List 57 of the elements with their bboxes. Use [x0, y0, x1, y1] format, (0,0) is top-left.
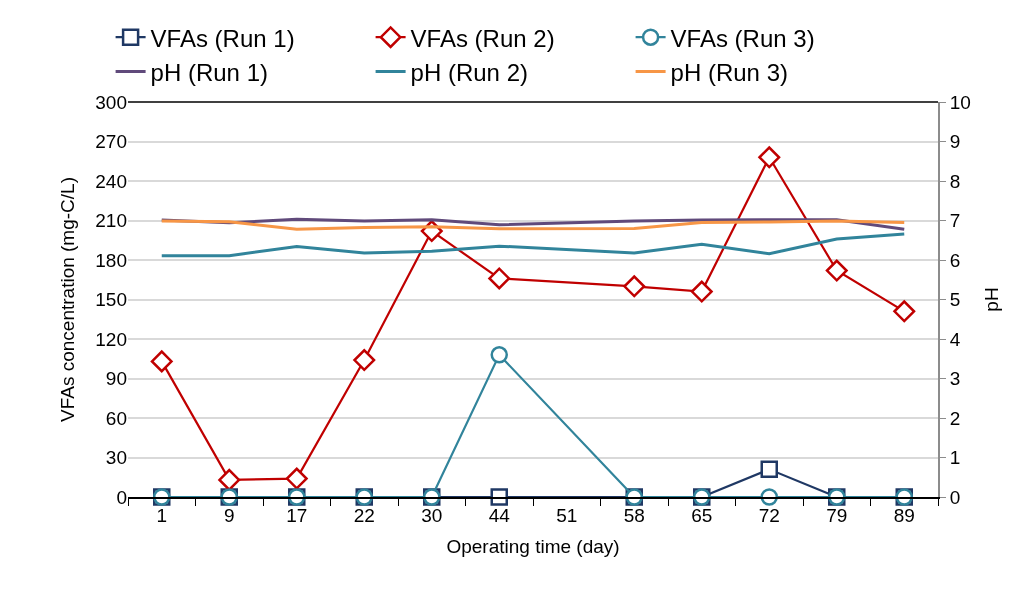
y2-tick-label: 7 [949, 210, 961, 232]
y2-tick-label: 8 [949, 170, 961, 192]
x-tick-label: 72 [758, 504, 780, 526]
y2-tick-label: 3 [949, 368, 961, 390]
x-tick-label: 1 [156, 504, 168, 526]
x-axis-title: Operating time (day) [446, 535, 620, 557]
x-tick-label: 65 [691, 504, 713, 526]
x-tick-label: 22 [353, 504, 375, 526]
point [893, 300, 916, 323]
y2-tick-label: 1 [949, 447, 961, 469]
point [758, 146, 781, 169]
y2-tick-label: 4 [949, 328, 961, 350]
y-tick-label: 150 [95, 289, 127, 311]
legend-label: pH (Run 1) [150, 58, 268, 86]
x-tick-label: 30 [421, 504, 443, 526]
y2-tick-label: 9 [949, 131, 961, 153]
legend-label: pH (Run 2) [410, 58, 528, 86]
y2-tick-label: 5 [949, 289, 961, 311]
y-tick-label: 300 [95, 91, 127, 113]
point [760, 460, 778, 479]
y2-tick-label: 10 [949, 91, 971, 113]
y-tick-label: 240 [95, 170, 127, 192]
x-tick-label: 79 [826, 504, 848, 526]
point [285, 467, 308, 490]
y2-tick-label: 0 [949, 486, 961, 508]
y-tick-label: 0 [116, 486, 127, 508]
x-tick-label: 9 [223, 504, 235, 526]
point [488, 267, 511, 290]
y2-tick-label: 6 [949, 249, 961, 271]
y2-tick-label: 2 [949, 407, 961, 429]
legend-label: VFAs (Run 3) [670, 24, 815, 52]
x-tick-label: 89 [893, 504, 915, 526]
point [218, 468, 241, 491]
y-tick-label: 30 [105, 447, 127, 469]
point [490, 488, 508, 506]
x-tick-label: 58 [623, 504, 645, 526]
y-tick-label: 60 [105, 407, 127, 429]
x-tick-label: 17 [286, 504, 308, 526]
y2-axis-title: pH [981, 287, 1003, 312]
legend-label: pH (Run 3) [670, 58, 788, 86]
legend-label: VFAs (Run 1) [150, 24, 295, 52]
x-tick-label: 51 [556, 504, 578, 526]
point [825, 259, 848, 282]
y-axis-title: VFAs concentration (mg-C/L) [57, 177, 79, 422]
point [353, 349, 376, 372]
point [623, 275, 646, 298]
line-series [160, 232, 906, 258]
y-tick-label: 210 [95, 210, 127, 232]
y-tick-label: 270 [95, 131, 127, 153]
legend-label: VFAs (Run 2) [410, 24, 555, 52]
x-tick-label: 44 [488, 504, 511, 526]
y-tick-label: 120 [95, 328, 127, 350]
point [690, 280, 713, 303]
point [490, 346, 508, 364]
y-tick-label: 180 [95, 249, 127, 271]
point [150, 350, 173, 373]
y-tick-label: 90 [105, 368, 127, 390]
